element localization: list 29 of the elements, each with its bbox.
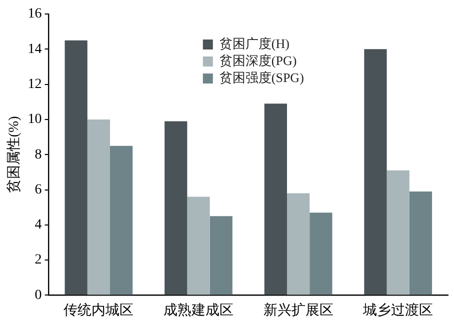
x-tick-label: 成熟建成区 xyxy=(164,302,234,318)
bar xyxy=(64,40,88,295)
legend-label: 贫困深度(PG) xyxy=(219,52,297,68)
bar xyxy=(409,192,432,295)
y-axis-title: 贫困属性(%) xyxy=(6,116,22,194)
y-tick-label: 12 xyxy=(28,76,42,92)
y-tick-label: 2 xyxy=(34,252,42,268)
y-tick-label: 14 xyxy=(28,42,42,57)
bar xyxy=(386,170,410,295)
y-tick-label: 10 xyxy=(28,112,42,128)
y-tick-label: 0 xyxy=(34,288,42,303)
x-tick-label: 城乡过渡区 xyxy=(362,302,434,318)
y-tick-label: 6 xyxy=(34,182,42,198)
bar xyxy=(164,121,188,295)
x-tick-label: 新兴扩展区 xyxy=(263,302,334,318)
bar xyxy=(286,193,310,295)
x-tick-label: 传统内城区 xyxy=(64,302,134,318)
y-tick-label: 8 xyxy=(34,147,42,162)
bar xyxy=(310,212,332,295)
bar xyxy=(364,49,387,295)
y-tick-label: 16 xyxy=(28,6,42,22)
bar xyxy=(264,104,287,295)
bar xyxy=(87,119,110,295)
bar xyxy=(187,196,210,295)
legend-label: 贫困强度(SPG) xyxy=(219,70,304,85)
legend-label: 贫困广度(H) xyxy=(219,36,290,51)
bar xyxy=(210,216,232,295)
bar xyxy=(110,146,133,295)
y-tick-label: 4 xyxy=(34,218,42,233)
